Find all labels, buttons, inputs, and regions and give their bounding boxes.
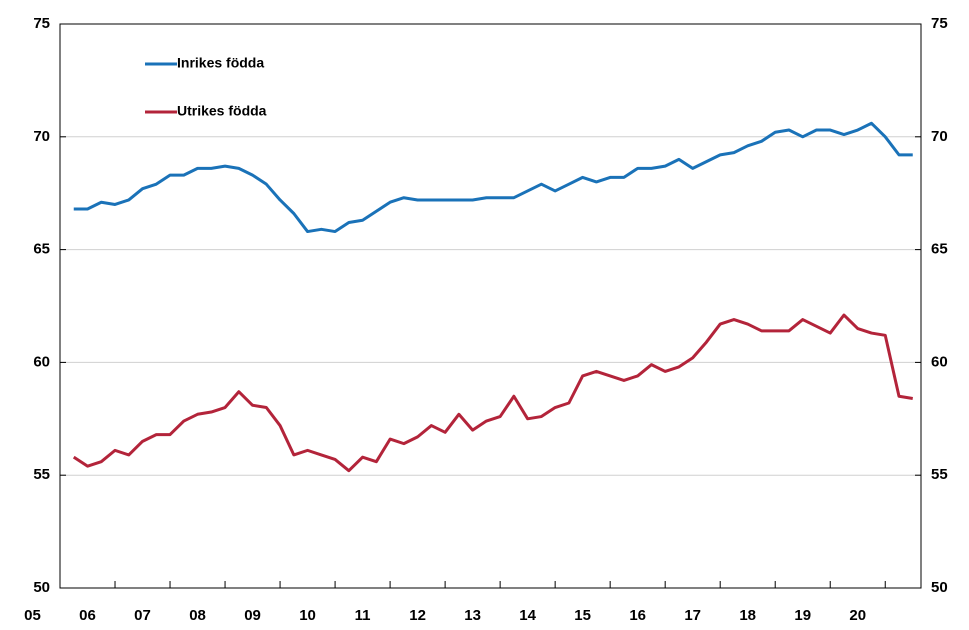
x-tick-label: 19	[794, 607, 811, 624]
legend-label: Inrikes födda	[177, 55, 264, 71]
x-tick-label: 20	[849, 607, 866, 624]
plot-frame	[59, 23, 922, 589]
x-tick-label: 15	[574, 607, 591, 624]
line-series	[72, 313, 913, 473]
x-tick-label: 12	[409, 607, 426, 624]
y2-tick-label: 60	[931, 353, 948, 370]
x-tick-label: 13	[464, 607, 481, 624]
y-tick-label: 65	[33, 241, 50, 258]
x-tick-label: 07	[134, 607, 151, 624]
x-tick-label: 10	[299, 607, 316, 624]
y2-tick-label: 70	[931, 128, 948, 145]
x-tick-label: 09	[244, 607, 261, 624]
y-tick-label: 75	[33, 15, 50, 32]
y2-tick-label: 75	[931, 15, 948, 32]
y-tick-label: 70	[33, 128, 50, 145]
x-tick-label: 05	[24, 607, 41, 624]
x-tick-label: 17	[684, 607, 701, 624]
y-tick-label: 55	[33, 466, 50, 483]
x-tick-label: 14	[519, 607, 536, 624]
y-tick-label: 60	[33, 353, 50, 370]
y2-tick-label: 65	[931, 241, 948, 258]
legend-label: Utrikes födda	[177, 103, 267, 119]
x-tick-label: 18	[739, 607, 756, 624]
x-tick-label: 06	[79, 607, 96, 624]
y2-tick-label: 50	[931, 579, 948, 596]
x-tick-label: 08	[189, 607, 206, 624]
x-tick-label: 16	[629, 607, 646, 624]
y-tick-label: 50	[33, 579, 50, 596]
line-series	[73, 121, 913, 234]
y2-tick-label: 55	[931, 466, 948, 483]
x-tick-label: 11	[355, 607, 371, 624]
